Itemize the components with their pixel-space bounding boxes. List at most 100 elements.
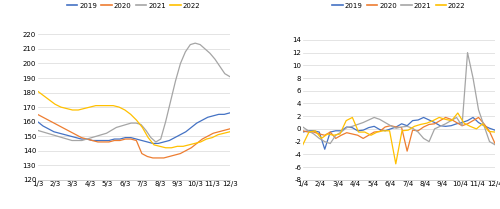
2021 (114, 126, 119, 129)
2022 (122, 109, 128, 111)
2020 (106, 141, 112, 143)
2022 (480, 122, 486, 125)
2019 (78, 138, 84, 140)
2022 (198, 141, 203, 143)
2020 (161, 157, 167, 159)
2019 (112, 138, 117, 140)
2019 (200, 119, 205, 121)
2020 (117, 139, 123, 142)
2022 (368, 134, 374, 136)
2021 (486, 140, 492, 143)
2022 (64, 107, 70, 110)
2020 (410, 129, 416, 131)
2020 (144, 155, 150, 158)
2022 (474, 128, 480, 130)
2022 (492, 131, 498, 133)
2020 (139, 152, 145, 155)
2019 (90, 139, 96, 142)
2022 (116, 106, 122, 108)
2019 (122, 136, 128, 139)
2019 (128, 136, 134, 139)
2020 (420, 126, 426, 128)
2020 (442, 116, 448, 119)
2022 (140, 126, 145, 129)
2019 (300, 131, 306, 133)
2019 (388, 128, 394, 130)
2019 (51, 131, 57, 133)
2021 (349, 125, 355, 127)
2019 (46, 128, 52, 130)
2019 (95, 139, 101, 142)
2020 (437, 119, 443, 122)
2021 (404, 125, 410, 127)
2019 (161, 141, 167, 143)
2022 (386, 130, 392, 132)
2021 (454, 116, 460, 119)
2019 (371, 125, 377, 127)
2022 (442, 118, 448, 121)
2020 (210, 132, 216, 135)
Legend: 2019, 2020, 2021, 2022: 2019, 2020, 2021, 2022 (330, 0, 468, 12)
2019 (470, 116, 476, 119)
2021 (50, 133, 56, 136)
2019 (404, 124, 410, 127)
2020 (84, 138, 90, 140)
2022 (52, 103, 58, 105)
2019 (332, 130, 338, 132)
2020 (90, 139, 96, 142)
Line: 2022: 2022 (38, 91, 230, 148)
Legend: 2019, 2020, 2021, 2022: 2019, 2020, 2021, 2022 (64, 0, 203, 12)
2019 (338, 130, 344, 132)
2021 (492, 144, 498, 146)
2020 (100, 141, 106, 143)
2021 (123, 123, 129, 126)
2021 (98, 133, 104, 136)
2022 (134, 119, 140, 121)
2020 (393, 126, 399, 128)
2022 (306, 131, 312, 133)
2019 (68, 135, 73, 137)
2020 (51, 122, 57, 124)
2019 (410, 119, 416, 122)
2019 (437, 124, 443, 127)
2021 (94, 135, 100, 137)
2020 (46, 119, 52, 121)
2021 (172, 80, 178, 82)
2020 (366, 134, 372, 136)
2022 (356, 131, 362, 133)
2021 (332, 134, 338, 136)
2019 (172, 136, 178, 139)
2021 (410, 127, 416, 130)
2020 (112, 139, 117, 142)
2022 (210, 136, 216, 139)
2019 (166, 139, 172, 142)
2019 (476, 121, 482, 124)
2022 (455, 112, 461, 114)
2019 (344, 126, 349, 128)
2019 (398, 122, 404, 125)
2020 (221, 129, 227, 132)
2019 (40, 125, 46, 127)
2019 (349, 126, 355, 129)
2019 (393, 126, 399, 128)
2019 (84, 138, 90, 140)
2022 (436, 116, 442, 119)
2019 (354, 130, 360, 132)
2020 (398, 126, 404, 129)
2019 (360, 129, 366, 131)
2021 (34, 129, 40, 132)
2021 (59, 136, 65, 139)
2022 (324, 133, 330, 135)
2019 (73, 136, 79, 139)
2020 (306, 131, 312, 133)
2019 (216, 113, 222, 116)
2021 (108, 129, 114, 132)
2021 (360, 121, 366, 124)
Line: 2020: 2020 (303, 117, 495, 151)
2019 (178, 133, 184, 136)
2019 (156, 142, 162, 145)
2021 (371, 116, 377, 119)
2020 (183, 149, 189, 152)
2021 (464, 51, 470, 54)
2020 (464, 122, 470, 125)
